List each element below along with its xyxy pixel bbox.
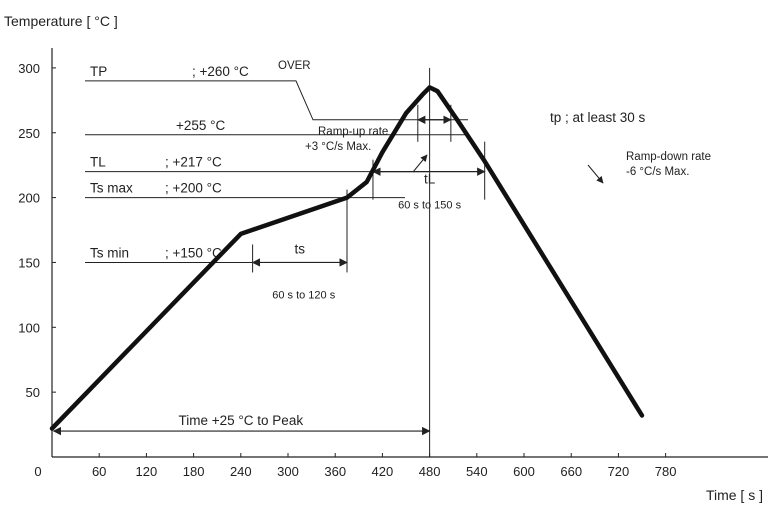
ramp-down-arrow: [587, 164, 604, 184]
x-axis-title: Time [ s ]: [706, 487, 763, 503]
y-tick-label: 50: [26, 385, 40, 400]
x-tick-label: 480: [419, 464, 441, 479]
time-to-peak-label: Time +25 °C to Peak: [179, 413, 304, 428]
y-ticks: 50 100 150 200 250 300: [18, 61, 56, 400]
ramp-down-label-line2: -6 °C/s Max.: [626, 166, 689, 178]
y-tick-label: 150: [18, 255, 40, 270]
tsmin-name: Ts min: [90, 245, 129, 260]
ref-255-value: +255 °C: [176, 118, 226, 133]
x-tick-label: 300: [277, 464, 299, 479]
ramp-up-label-line1: Ramp-up rate: [318, 126, 388, 138]
x-tick-label: 120: [136, 464, 158, 479]
ramp-up-arrow: [412, 154, 428, 173]
x-tick-label: 420: [372, 464, 394, 479]
x-tick-label: 60: [92, 464, 106, 479]
x-tick-label: 0: [34, 464, 41, 479]
ts-range-label: 60 s to 120 s: [272, 289, 335, 301]
y-tick-label: 100: [18, 320, 40, 335]
x-tick-label: 180: [183, 464, 205, 479]
y-tick-label: 300: [18, 61, 40, 76]
tsmax-name: Ts max: [90, 181, 133, 196]
x-tick-label: 240: [230, 464, 252, 479]
tp-reference-line: [85, 80, 468, 121]
tp-over-label: OVER: [278, 60, 311, 72]
y-tick-label: 200: [18, 191, 40, 206]
tl-value: ; +217 °C: [165, 155, 222, 170]
ts-label: ts: [295, 241, 306, 256]
tp-name: TP: [90, 64, 107, 79]
x-ticks: 0 60 120 180 240 300 360 420 480 540 600 660 720 780: [34, 453, 676, 479]
tl-range-label: 60 s to 150 s: [398, 200, 461, 212]
x-tick-label: 720: [608, 464, 630, 479]
y-axis-title: Temperature [ °C ]: [4, 13, 118, 29]
reference-lines: TP ; +260 °C OVER +255 °C TL ; +217 °C Ts max;…: [85, 60, 468, 263]
y-tick-label: 250: [18, 126, 40, 141]
tp-label: tp ; at least 30 s: [550, 110, 646, 125]
ramp-up-label-line2: +3 °C/s Max.: [305, 141, 371, 153]
temperature-profile-line: [49, 85, 645, 431]
tl-label: tL: [424, 172, 436, 187]
x-tick-label: 600: [513, 464, 535, 479]
tl-name: TL: [90, 155, 106, 170]
dimension-markers: [52, 67, 486, 457]
x-tick-label: 660: [560, 464, 582, 479]
tp-value: ; +260 °C: [192, 64, 249, 79]
ramp-down-label-line1: Ramp-down rate: [626, 151, 711, 163]
x-tick-label: 360: [324, 464, 346, 479]
x-tick-label: 540: [466, 464, 488, 479]
tsmax-value: ; +200 °C: [165, 181, 222, 196]
tsmin-value: ; +150 °C: [165, 245, 222, 260]
x-tick-label: 780: [655, 464, 677, 479]
